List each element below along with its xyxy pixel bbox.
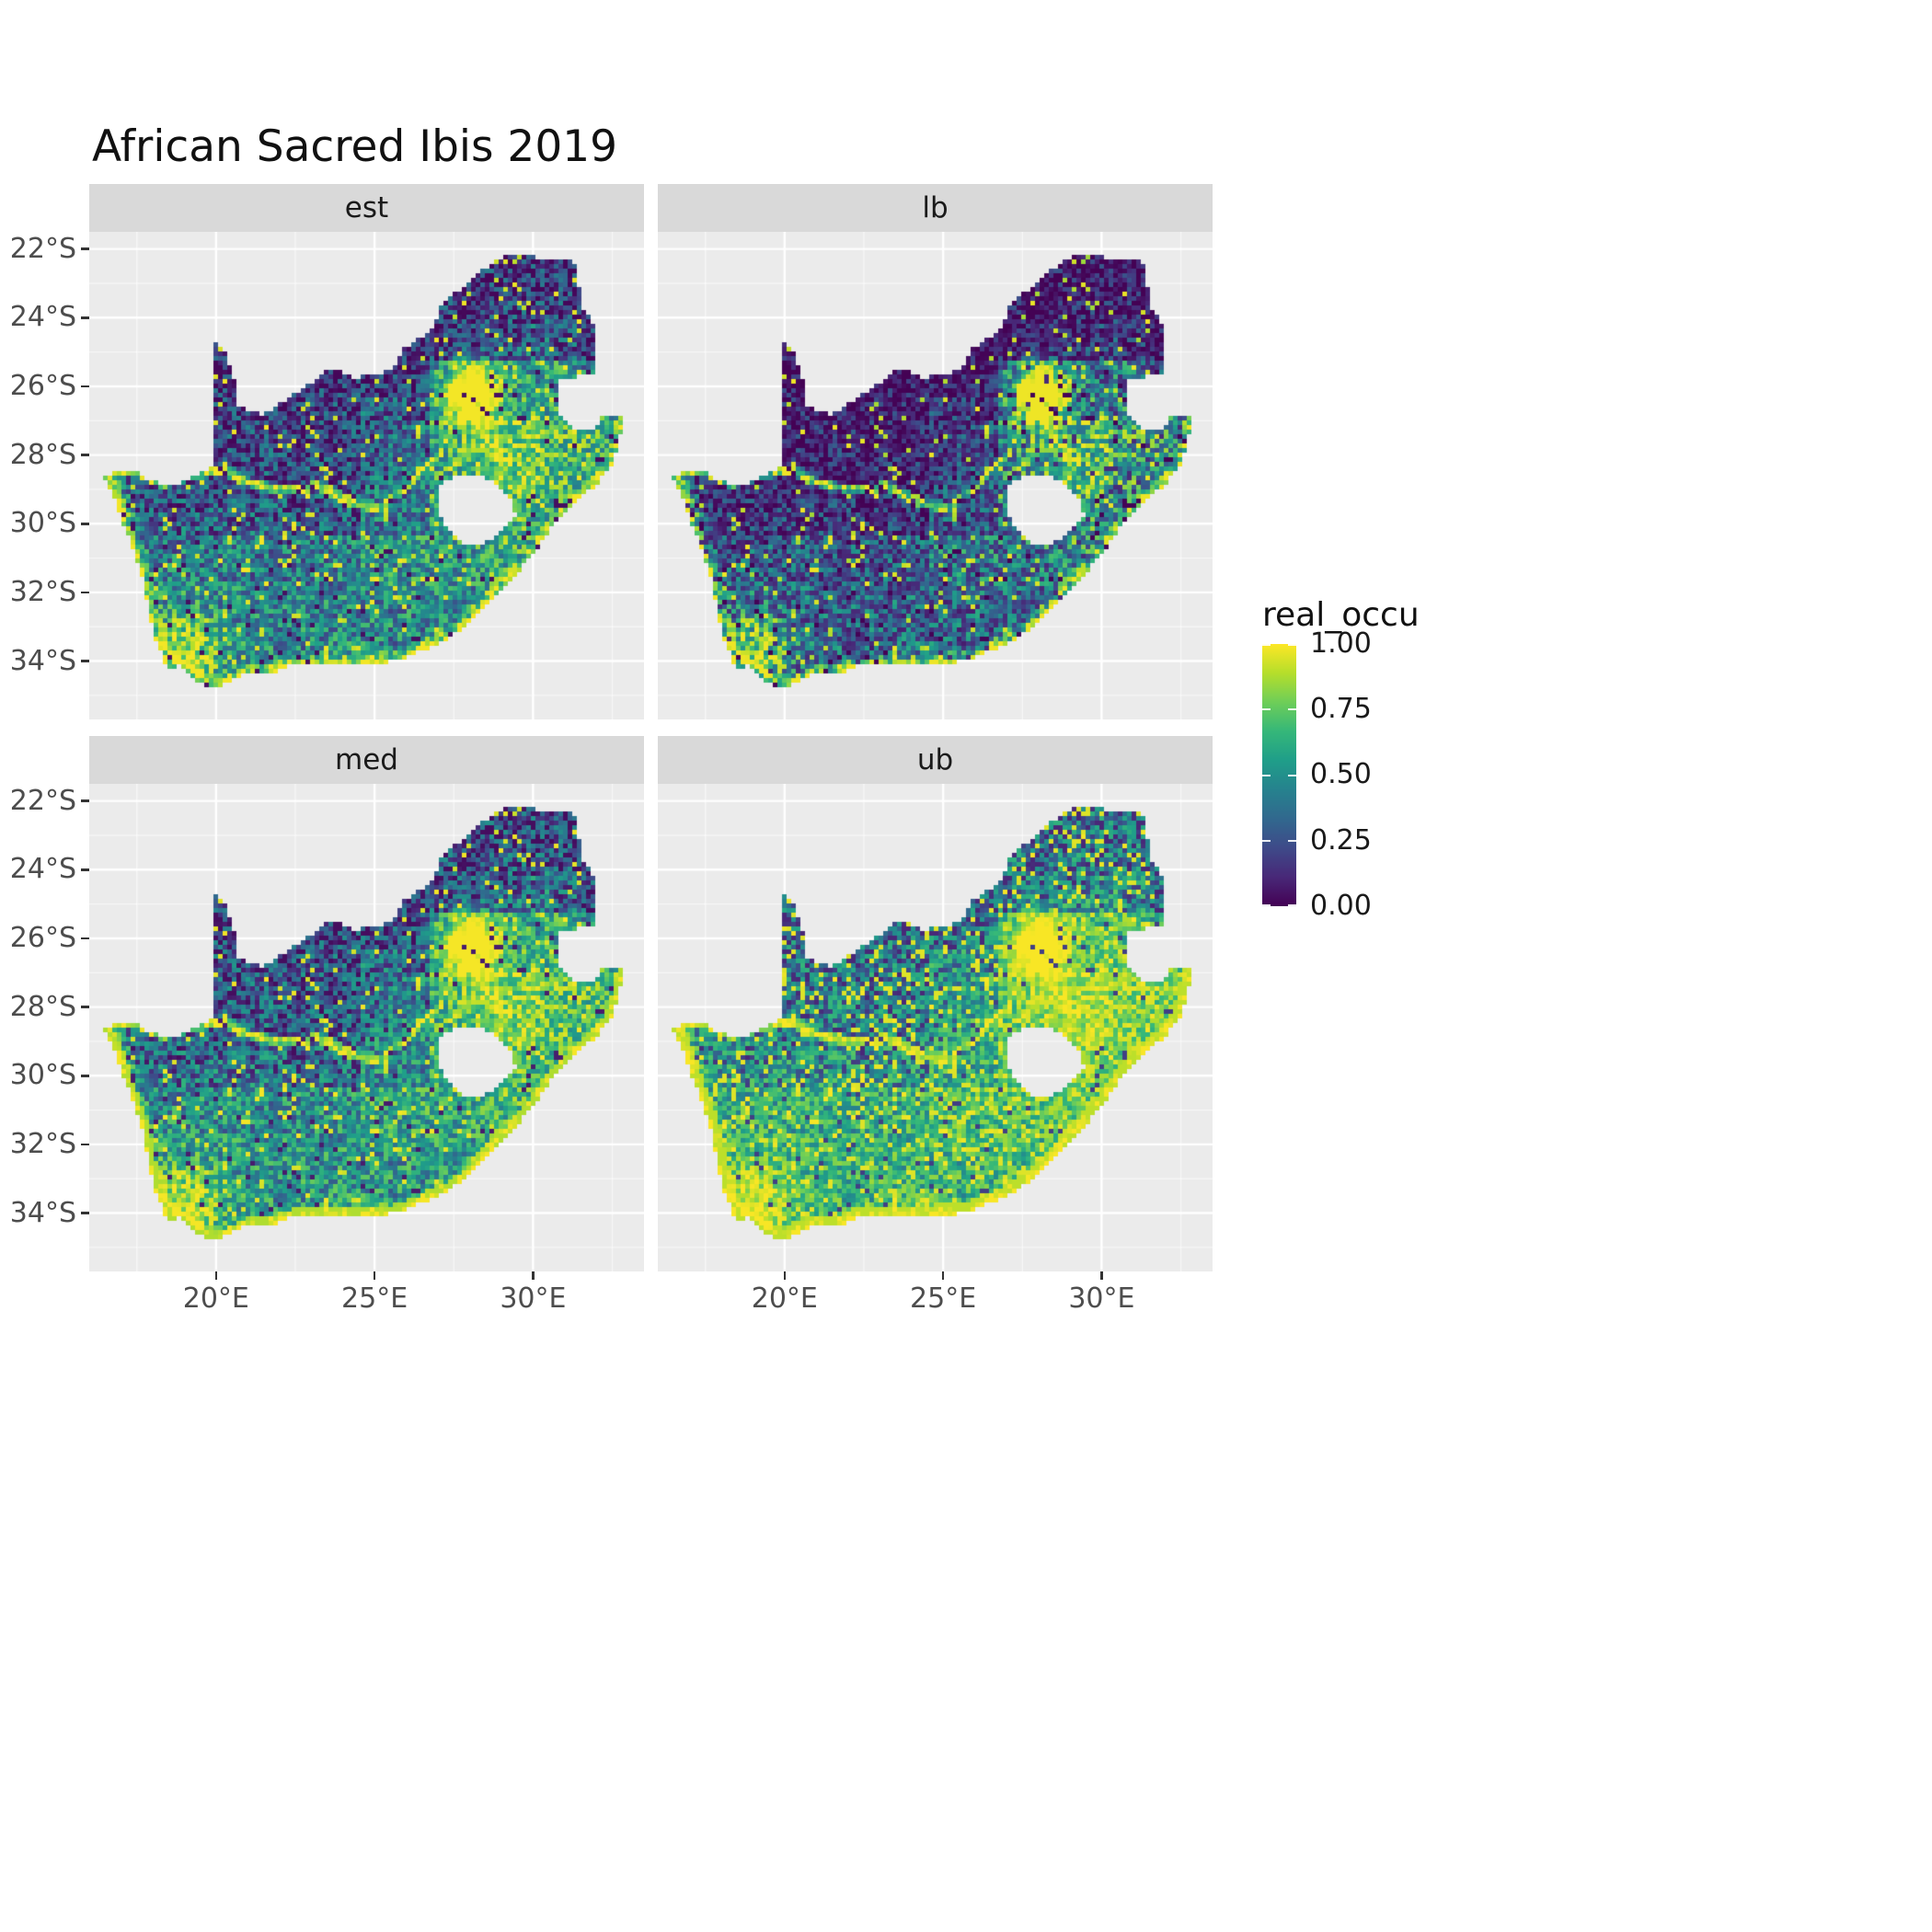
axis-tick [81, 385, 89, 388]
y-axis-label: 32°S [9, 575, 76, 608]
x-axis-label: 30°E [500, 1282, 567, 1315]
axis-tick [81, 591, 89, 594]
y-axis-label: 26°S [9, 921, 76, 954]
axis-tick [373, 1271, 376, 1280]
axis-tick [81, 454, 89, 456]
y-axis-label: 28°S [9, 438, 76, 471]
axis-tick [783, 1271, 787, 1280]
axis-tick [81, 660, 89, 662]
facet-strip-est: est [89, 184, 644, 232]
map-panel-lb [658, 232, 1213, 719]
y-axis-label: 34°S [9, 1196, 76, 1229]
colorbar-tick [1288, 839, 1296, 842]
y-axis-label: 30°S [9, 1059, 76, 1092]
axis-tick [81, 937, 89, 940]
axis-tick [1100, 1271, 1103, 1280]
facet-strip-med: med [89, 736, 644, 784]
colorbar-tick [1288, 644, 1296, 646]
x-axis-label: 20°E [182, 1282, 249, 1315]
legend-tick-label: 0.25 [1310, 824, 1372, 857]
colorbar-tick [1262, 774, 1271, 776]
colorbar-tick [1288, 774, 1296, 776]
map-panel-ub [658, 784, 1213, 1271]
colorbar-tick [1262, 644, 1271, 646]
y-axis-label: 32°S [9, 1127, 76, 1160]
axis-tick [81, 799, 89, 802]
map-panel-est [89, 232, 644, 719]
x-axis-label: 20°E [751, 1282, 818, 1315]
axis-tick [81, 523, 89, 525]
x-axis-label: 30°E [1068, 1282, 1135, 1315]
colorbar-tick [1262, 839, 1271, 842]
y-axis-label: 24°S [9, 853, 76, 886]
axis-tick [941, 1271, 945, 1280]
y-axis-label: 34°S [9, 644, 76, 677]
y-axis-label: 22°S [9, 784, 76, 817]
legend-colorbar [1262, 644, 1296, 906]
axis-tick [532, 1271, 535, 1280]
legend-tick-label: 0.50 [1310, 758, 1372, 790]
legend-tick-label: 0.00 [1310, 890, 1372, 922]
y-axis-label: 22°S [9, 232, 76, 265]
plot-title: African Sacred Ibis 2019 [92, 121, 618, 172]
y-axis-label: 30°S [9, 507, 76, 540]
x-axis-label: 25°E [341, 1282, 408, 1315]
axis-tick [214, 1271, 218, 1280]
facet-strip-ub: ub [658, 736, 1213, 784]
colorbar-tick [1262, 904, 1271, 906]
legend-tick-label: 1.00 [1310, 627, 1372, 660]
axis-tick [81, 1075, 89, 1077]
colorbar-tick [1262, 708, 1271, 711]
axis-tick [81, 868, 89, 871]
axis-tick [81, 316, 89, 319]
y-axis-label: 24°S [9, 301, 76, 334]
axis-tick [81, 1006, 89, 1008]
x-axis-label: 25°E [910, 1282, 977, 1315]
legend-title: real_occu [1262, 596, 1420, 634]
map-panel-med [89, 784, 644, 1271]
legend-tick-label: 0.75 [1310, 693, 1372, 725]
y-axis-label: 28°S [9, 990, 76, 1023]
y-axis-label: 26°S [9, 369, 76, 402]
facet-strip-lb: lb [658, 184, 1213, 232]
axis-tick [81, 1143, 89, 1146]
colorbar-tick [1288, 708, 1296, 711]
colorbar-tick [1288, 904, 1296, 906]
axis-tick [81, 247, 89, 250]
axis-tick [81, 1212, 89, 1214]
